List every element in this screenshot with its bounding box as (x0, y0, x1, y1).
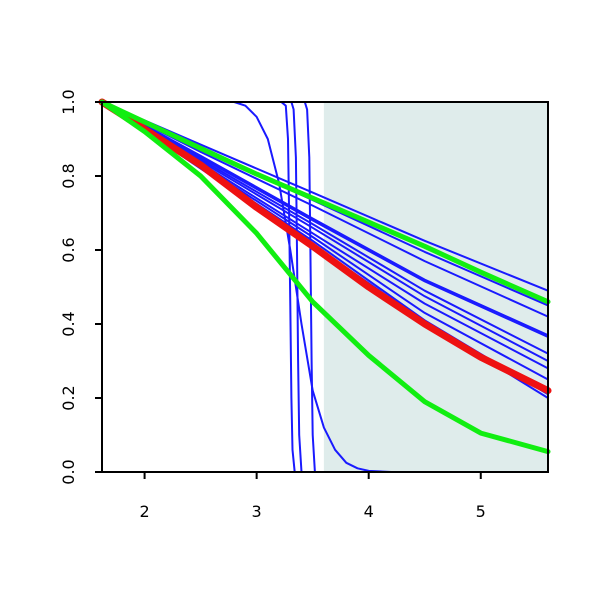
series-line-1 (101, 101, 549, 473)
series-line-2 (101, 101, 549, 473)
y-tick-label-0: 0.0 (59, 459, 78, 484)
x-axis: 2 3 4 5 (139, 472, 486, 521)
y-tick-label-1: 0.2 (59, 385, 78, 410)
series-line-18 (99, 99, 551, 455)
x-tick-label-2: 4 (364, 502, 374, 521)
plot-region (98, 98, 552, 473)
x-tick-label-0: 2 (139, 502, 149, 521)
series-line-0 (101, 101, 549, 473)
series-line-16 (98, 98, 552, 395)
series-line-3 (101, 101, 549, 473)
y-axis: 0.0 0.2 0.4 0.6 0.8 1.0 (59, 89, 102, 485)
series-line-8 (101, 101, 549, 338)
series-layer (98, 98, 552, 473)
x-tick-label-3: 5 (476, 502, 486, 521)
series-line-17 (99, 99, 551, 305)
y-tick-label-2: 0.4 (59, 311, 78, 336)
y-tick-label-5: 1.0 (59, 89, 78, 114)
y-tick-label-4: 0.8 (59, 163, 78, 188)
y-tick-label-3: 0.6 (59, 237, 78, 262)
series-line-7 (101, 101, 549, 337)
x-tick-label-1: 3 (252, 502, 262, 521)
plot-frame (101, 101, 549, 473)
